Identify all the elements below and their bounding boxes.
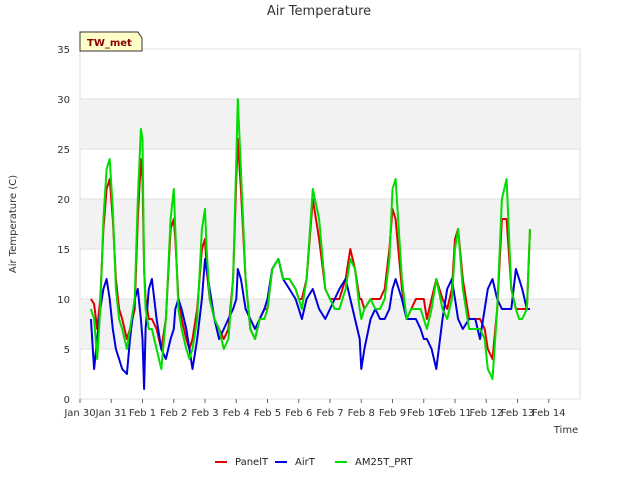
station-badge-label: TW_met bbox=[87, 38, 132, 49]
x-tick-label: Feb 6 bbox=[285, 408, 312, 419]
y-tick-label: 10 bbox=[57, 295, 70, 306]
x-axis-ticks: Jan 30 Jan 31 Feb 1 Feb 2 Feb 3 Feb 4 Feb 5 Feb… bbox=[63, 399, 566, 419]
plot-area bbox=[79, 48, 581, 400]
x-tick-label: Feb 4 bbox=[223, 408, 250, 419]
grid-band bbox=[80, 199, 580, 249]
y-tick-label: 30 bbox=[57, 95, 70, 106]
y-axis-label: Air Temperature (C) bbox=[8, 175, 19, 273]
y-tick-label: 35 bbox=[57, 45, 70, 56]
y-tick-label: 5 bbox=[64, 345, 70, 356]
y-tick-label: 25 bbox=[57, 145, 70, 156]
x-tick-label: Feb 3 bbox=[191, 408, 218, 419]
x-tick-label: Feb 8 bbox=[348, 408, 375, 419]
grid-band bbox=[80, 99, 580, 149]
x-tick-label: Feb 14 bbox=[532, 408, 566, 419]
x-tick-label: Feb 10 bbox=[407, 408, 441, 419]
x-tick-label: Feb 2 bbox=[160, 408, 187, 419]
x-axis-label: Time bbox=[553, 425, 578, 436]
x-tick-label: Feb 13 bbox=[501, 408, 535, 419]
legend-label: PanelT bbox=[235, 457, 269, 468]
legend-label: AM25T_PRT bbox=[355, 457, 414, 468]
y-tick-label: 20 bbox=[57, 195, 70, 206]
station-badge-shape bbox=[79, 31, 143, 52]
station-badge: TW_met bbox=[79, 31, 143, 52]
legend-label: AirT bbox=[295, 457, 316, 468]
chart-title: Air Temperature bbox=[267, 4, 371, 19]
y-tick-label: 15 bbox=[57, 245, 70, 256]
x-tick-label: Feb 5 bbox=[254, 408, 281, 419]
legend: PanelT AirT AM25T_PRT bbox=[215, 457, 414, 468]
x-tick-label: Jan 30 bbox=[63, 408, 95, 419]
x-tick-label: Feb 1 bbox=[129, 408, 156, 419]
y-axis-ticks: 0 5 10 15 20 25 30 35 bbox=[57, 45, 70, 406]
x-tick-label: Feb 7 bbox=[316, 408, 343, 419]
series-lines bbox=[89, 98, 531, 390]
x-tick-label: Feb 11 bbox=[438, 408, 472, 419]
y-tick-label: 0 bbox=[64, 395, 70, 406]
x-tick-label: Feb 12 bbox=[469, 408, 503, 419]
x-tick-label: Jan 31 bbox=[95, 408, 127, 419]
x-tick-label: Feb 9 bbox=[379, 408, 406, 419]
series-line-am25t-prt bbox=[89, 98, 531, 380]
